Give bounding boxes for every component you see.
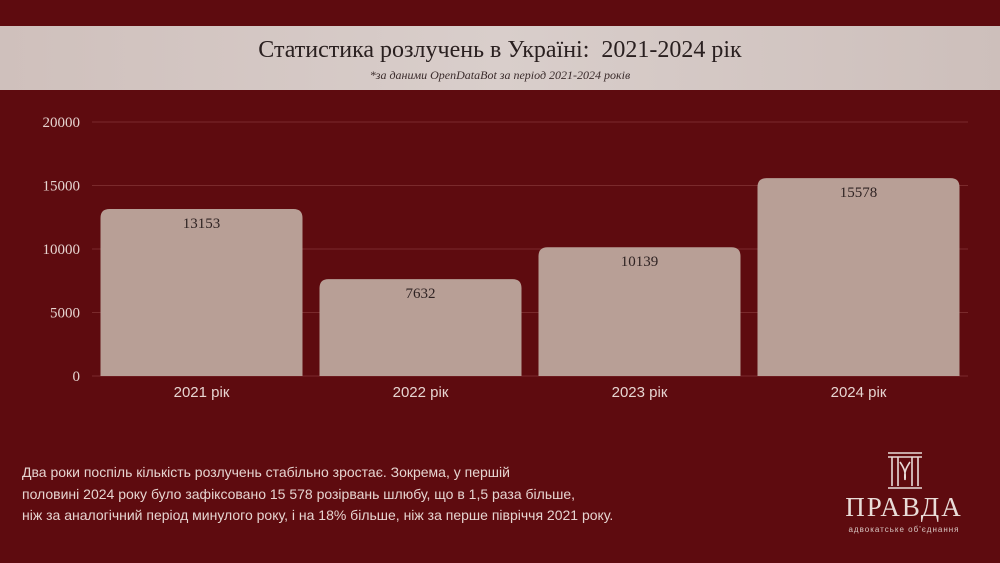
caption-line: ніж за аналогічний період минулого року,…: [22, 507, 614, 523]
bar-chart: 0 5000 10000 15000 20000 13153 2021 рік 7632 202…: [43, 115, 968, 401]
bar-value-label: 10139: [621, 254, 659, 270]
x-tick-label: 2021 рік: [174, 384, 230, 401]
logo: ПРАВДА адвокатське об'єднання: [840, 448, 970, 538]
y-tick-label: 10000: [43, 242, 81, 258]
bar: [538, 247, 741, 376]
bar-value-label: 13153: [183, 216, 221, 232]
logo-wordmark: ПРАВДА: [845, 492, 963, 522]
chart-subtitle: *за даними OpenDataBot за період 2021-20…: [369, 68, 631, 82]
bar: [100, 208, 303, 376]
bar-value-label: 7632: [406, 286, 436, 302]
x-tick-label: 2022 рік: [393, 384, 449, 401]
chart-title: Статистика розлучень в Україні: 2021-202…: [258, 37, 742, 63]
x-tick-label: 2023 рік: [612, 384, 668, 401]
bar: [319, 279, 522, 376]
bar: [757, 178, 960, 376]
y-tick-label: 0: [73, 369, 81, 385]
y-tick-label: 15000: [43, 179, 81, 195]
columns-emblem-icon: [888, 452, 922, 489]
header-banner: Статистика розлучень в Україні: 2021-202…: [0, 26, 1000, 90]
logo-subtitle: адвокатське об'єднання: [848, 525, 960, 534]
bar-value-label: 15578: [840, 185, 878, 201]
caption-text: Два роки поспіль кількість розлучень ста…: [22, 462, 662, 527]
y-tick-label: 20000: [43, 115, 81, 131]
caption-line: Два роки поспіль кількість розлучень ста…: [22, 464, 510, 480]
y-tick-label: 5000: [50, 306, 80, 322]
x-tick-label: 2024 рік: [831, 384, 887, 401]
caption-line: половині 2024 року було зафіксовано 15 5…: [22, 485, 576, 502]
